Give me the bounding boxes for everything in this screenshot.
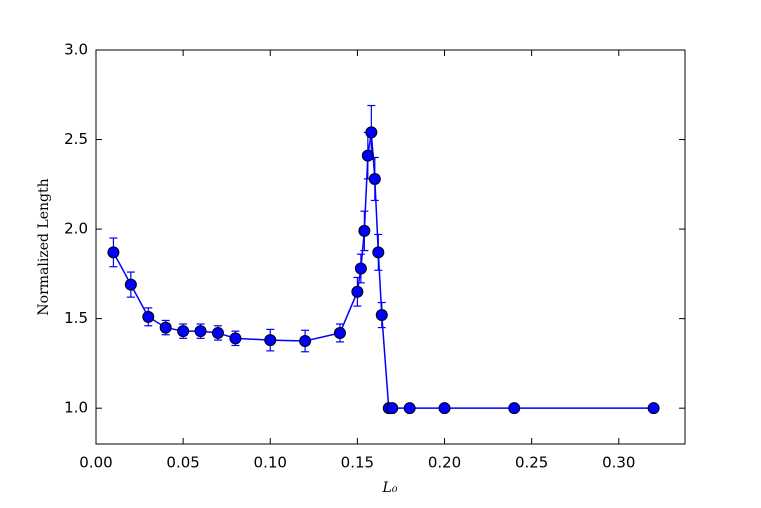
data-point — [211, 326, 224, 339]
data-point — [508, 402, 521, 415]
data-point — [372, 246, 385, 259]
data-point — [438, 402, 451, 415]
data-point — [333, 326, 346, 339]
x-tick-label: 0.25 — [515, 454, 548, 472]
plot-frame — [95, 49, 686, 445]
y-tick-label: 2.5 — [64, 130, 88, 148]
data-point — [299, 335, 312, 348]
data-line — [112, 132, 654, 409]
y-tick-label: 1.0 — [64, 399, 88, 417]
data-point — [361, 149, 374, 162]
data-point — [386, 402, 399, 415]
data-point — [354, 262, 367, 275]
x-tick-label: 0.20 — [428, 454, 461, 472]
y-tick-label: 3.0 — [64, 41, 88, 59]
x-tick-label: 0.10 — [254, 454, 287, 472]
data-point — [229, 332, 242, 345]
x-tick-label: 0.15 — [341, 454, 374, 472]
data-point — [107, 246, 120, 259]
data-point — [177, 325, 190, 338]
data-point — [159, 321, 172, 334]
data-point — [264, 334, 277, 347]
data-point — [375, 309, 388, 322]
y-tick-label: 1.5 — [64, 309, 88, 327]
data-point — [403, 402, 416, 415]
x-axis-label: L₀ — [382, 480, 398, 496]
x-tick-label: 0.05 — [166, 454, 199, 472]
data-point — [647, 402, 660, 415]
data-point — [365, 126, 378, 139]
x-tick-label: 0.30 — [602, 454, 635, 472]
x-tick-label: 0.00 — [79, 454, 112, 472]
data-point — [368, 172, 381, 185]
y-axis-label: Normalized Length — [36, 178, 52, 315]
y-tick-label: 2.0 — [64, 220, 88, 238]
data-point — [194, 325, 207, 338]
data-point — [142, 310, 155, 323]
data-point — [358, 224, 371, 237]
data-point — [124, 278, 137, 291]
data-point — [351, 285, 364, 298]
